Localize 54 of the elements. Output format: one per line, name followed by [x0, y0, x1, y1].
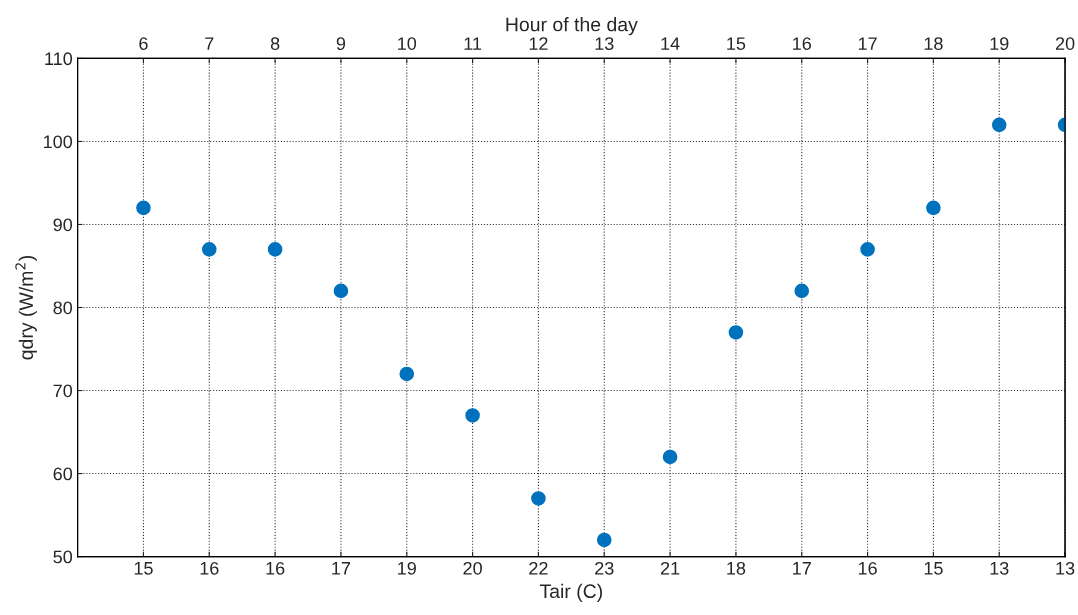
y-tick-label: 110: [45, 52, 73, 66]
x2-tick-label: 6: [139, 37, 148, 50]
point: [860, 242, 875, 257]
x2-tick-label: 10: [398, 37, 417, 50]
point: [333, 283, 349, 299]
x2-tick-label: 9: [336, 37, 346, 50]
x-tick-label: 16: [858, 561, 877, 575]
x-tick-label: 16: [266, 561, 285, 575]
y-tick-label: 100: [44, 135, 73, 149]
point: [465, 408, 480, 423]
x2-axis-title: Hour of the day: [506, 17, 638, 36]
x-tick-label: 15: [134, 562, 153, 575]
x-tick-label: 13: [1056, 561, 1075, 575]
x2-tick-label: 15: [727, 37, 746, 50]
x-tick-label: 19: [398, 561, 416, 575]
point: [991, 117, 1007, 133]
x-axis-title: Tair (C): [539, 583, 602, 602]
x2-tick-label: 20: [1055, 37, 1075, 50]
x2-tick-label: 12: [529, 37, 548, 50]
x2-tick-label: 14: [661, 37, 680, 50]
x2-tick-label: 19: [990, 37, 1009, 50]
y-tick-label: 50: [53, 550, 73, 564]
point: [399, 366, 415, 382]
x2-tick-label: 7: [205, 37, 214, 50]
point: [267, 242, 283, 257]
x-tick-label: 13: [990, 561, 1009, 575]
x-tick-label: 20: [463, 561, 482, 575]
point: [926, 200, 941, 216]
x2-tick-label: 13: [595, 37, 614, 50]
point: [531, 491, 546, 506]
point: [662, 449, 678, 465]
y-tick-label: 90: [53, 218, 73, 232]
x-tick-label: 23: [595, 561, 614, 575]
x2-tick-label: 11: [464, 37, 482, 50]
x2-tick-label: 8: [270, 37, 280, 50]
point: [728, 325, 744, 340]
x-tick-label: 21: [660, 561, 680, 575]
y-tick-label: 70: [53, 384, 73, 398]
point: [794, 283, 810, 299]
x-tick-label: 17: [332, 562, 351, 575]
x2-tick-label: 17: [858, 37, 877, 50]
y-axis-title: qdry (W/m$^{2}$): [15, 255, 37, 360]
x-tick-label: 18: [727, 561, 746, 575]
x-tick-label: 15: [924, 562, 943, 575]
y-tick-label: 60: [53, 467, 73, 481]
x-tick-label: 22: [529, 561, 548, 575]
x-tick-label: 16: [200, 561, 219, 575]
x-tick-label: 17: [793, 562, 811, 575]
y-tick-label: 80: [53, 301, 73, 315]
x2-tick-label: 16: [793, 37, 811, 50]
x2-tick-label: 18: [924, 37, 943, 50]
point: [201, 242, 217, 257]
point: [136, 200, 151, 216]
point: [596, 532, 612, 548]
